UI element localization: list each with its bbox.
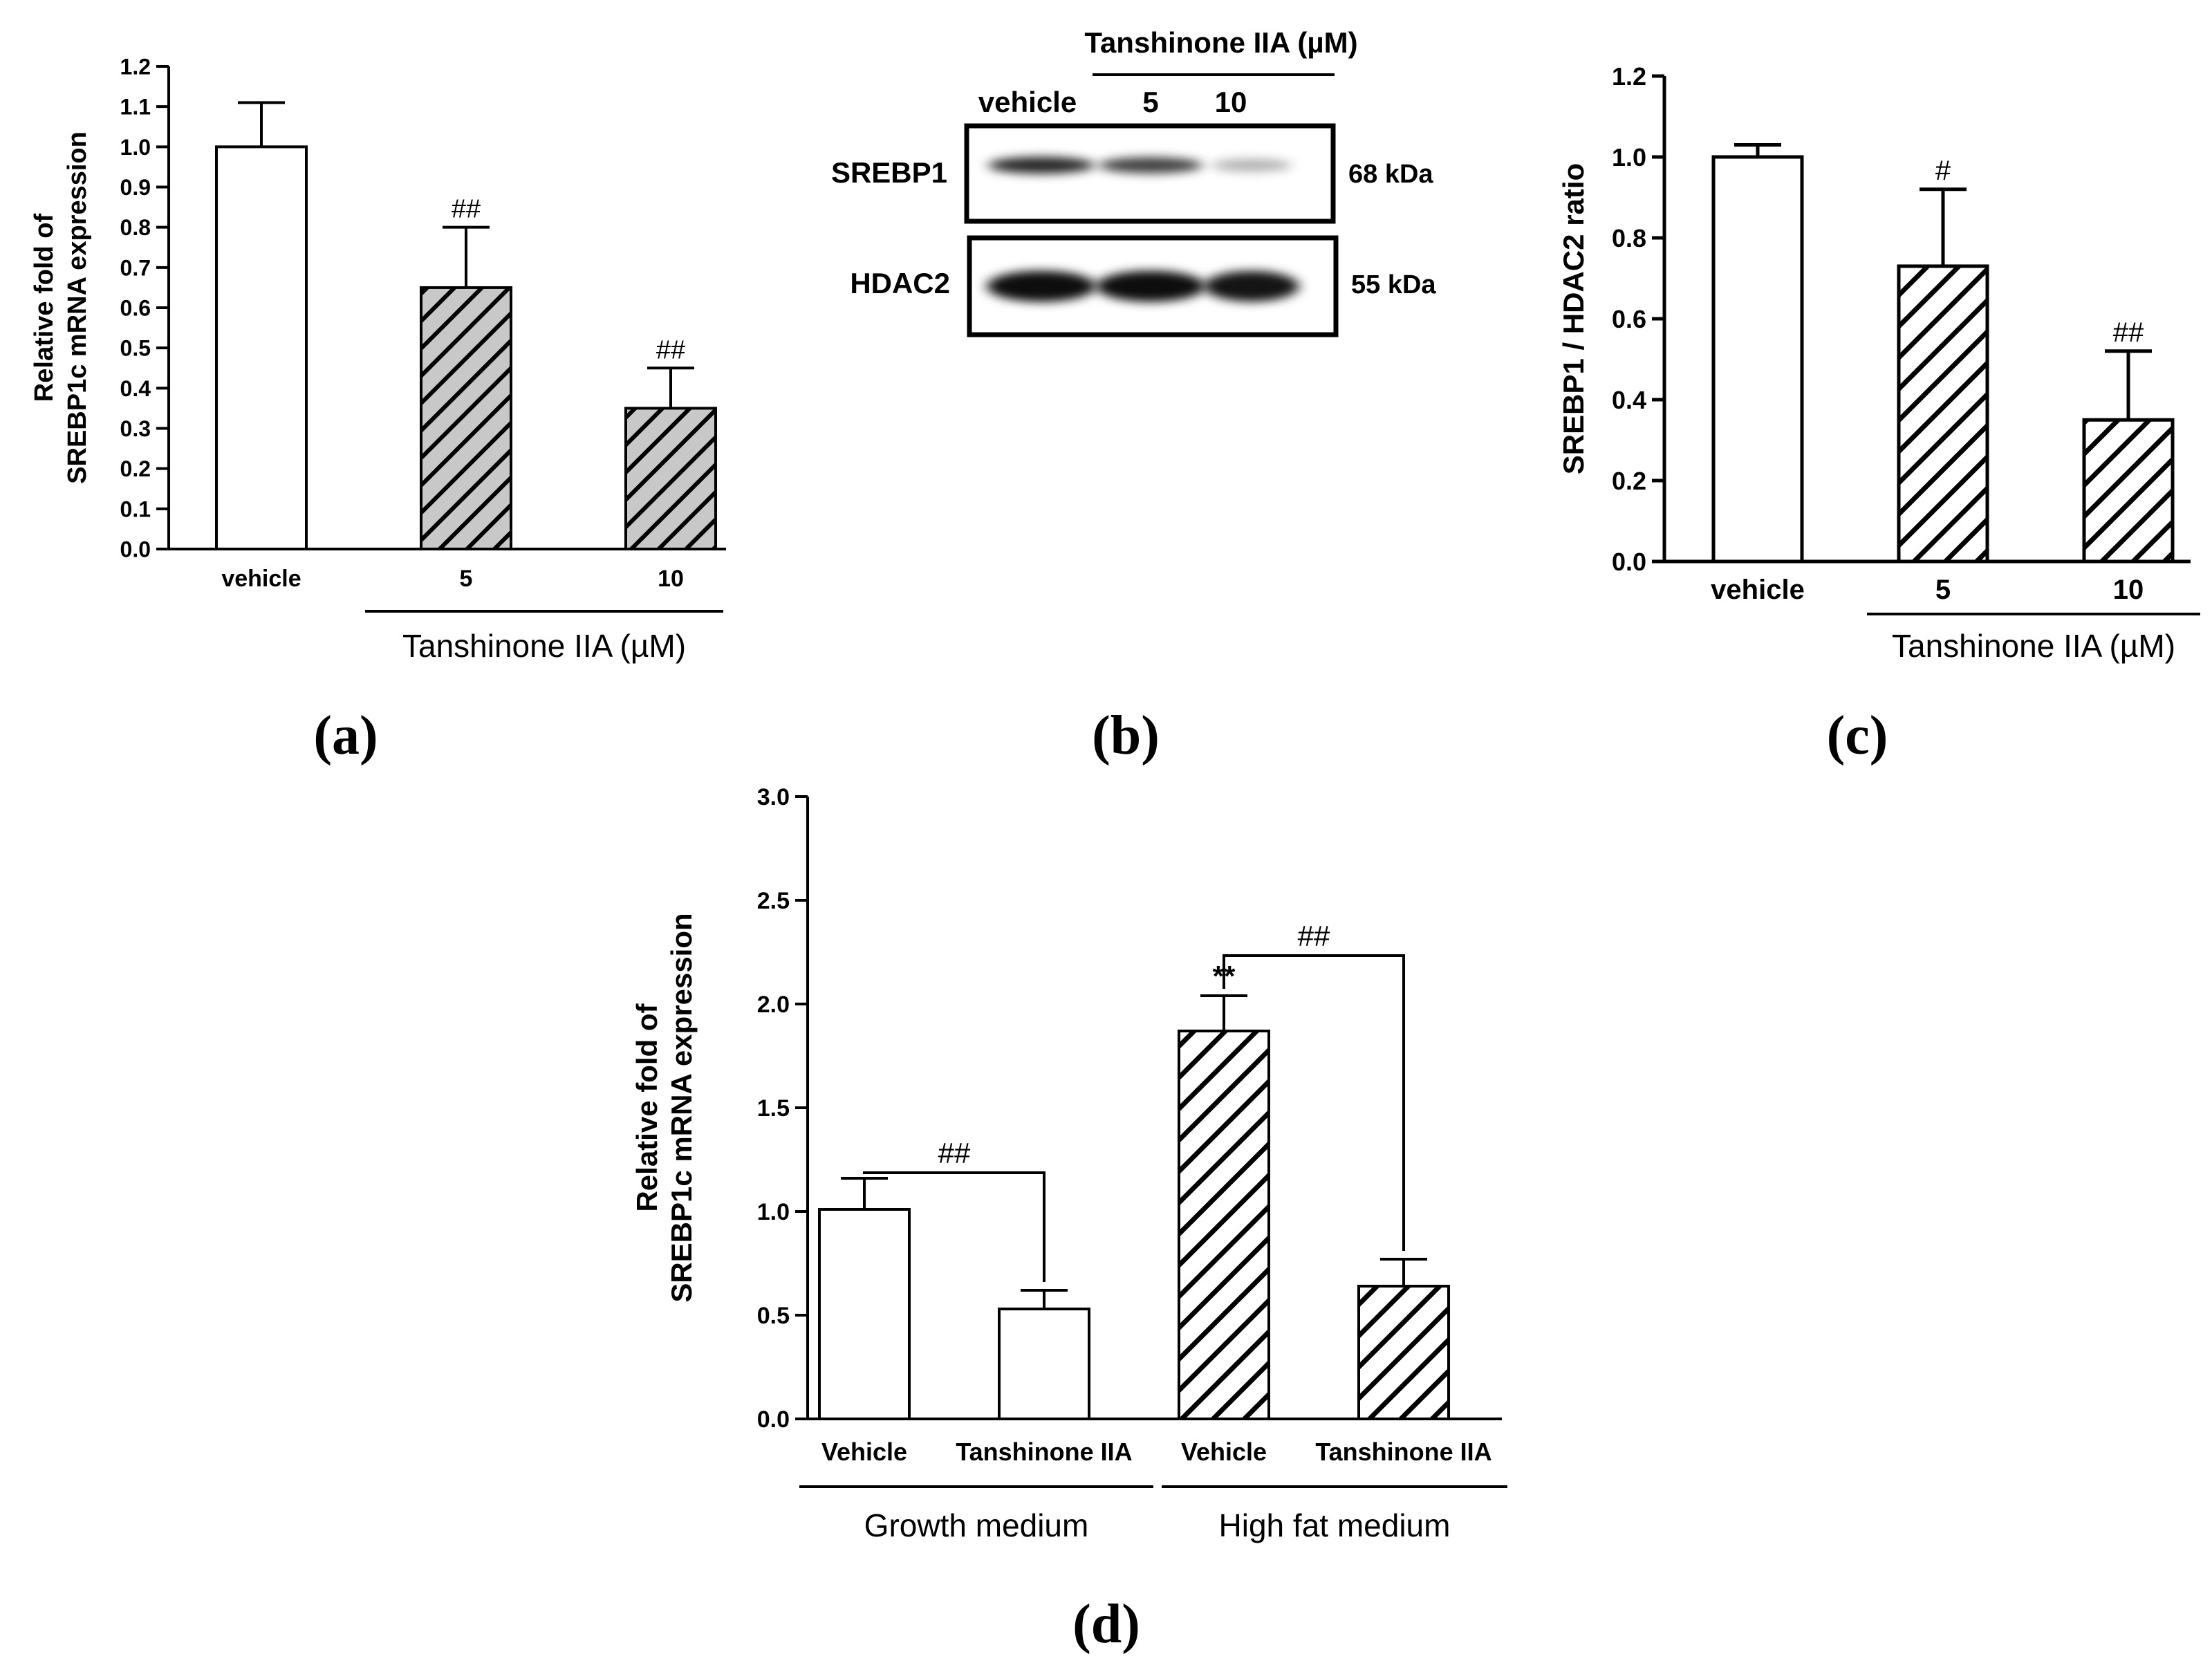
y-tick-label: 0.0	[120, 537, 151, 562]
panel-d-chart: 0.0 0.5 1.0 1.5 2.0 2.5 3.0 Relative fold of SRE…	[631, 784, 1507, 1543]
y-tick-label: 1.1	[120, 95, 151, 120]
significance-mark: #	[1935, 156, 1951, 186]
bar	[2082, 418, 2175, 564]
category-label: 5	[1935, 575, 1951, 605]
bar	[215, 145, 308, 551]
blot-row-label: HDAC2	[850, 267, 950, 299]
blot-box	[964, 123, 1336, 224]
category-label: Vehicle	[1181, 1438, 1267, 1466]
y-axis-label: SREBP1c mRNA expression	[63, 131, 92, 484]
comparison-label: ##	[938, 1137, 971, 1169]
significance-mark: ##	[2113, 317, 2144, 348]
y-tick-label: 1.5	[757, 1095, 790, 1122]
y-tick-label: 0.8	[1612, 224, 1646, 252]
panel-b-western-blot: Tanshinone IIA (µM)vehicle 5 10 SREBP1 68 kD…	[831, 26, 1436, 337]
blot-band	[1204, 270, 1299, 302]
y-tick-label: 0.4	[1612, 386, 1646, 414]
y-tick-label: 0.0	[1612, 548, 1646, 576]
blot-band	[1211, 158, 1292, 172]
category-label: vehicle	[221, 566, 301, 592]
lane-label: 5	[1142, 86, 1158, 118]
blot-header: Tanshinone IIA (µM)	[1084, 26, 1357, 59]
blot-band	[1099, 157, 1202, 174]
category-label: vehicle	[1711, 575, 1805, 605]
y-tick-label: 0.9	[120, 175, 151, 200]
lane-label: vehicle	[978, 86, 1077, 118]
panel-label-a: (a)	[313, 705, 378, 766]
y-axis-label: Relative fold of	[30, 213, 59, 402]
y-tick-label: 0.0	[757, 1406, 790, 1433]
category-label: 10	[2113, 575, 2144, 605]
group-label: Growth medium	[864, 1507, 1089, 1543]
panel-label-d: (d)	[1072, 1594, 1140, 1655]
bar	[818, 1208, 911, 1420]
lane-label: 10	[1215, 86, 1247, 118]
blot-size-label: 55 kDa	[1351, 270, 1436, 299]
y-tick-label: 0.4	[120, 376, 151, 401]
comparison-bracket	[1223, 954, 1405, 1251]
category-label: 10	[658, 566, 684, 592]
bar	[998, 1308, 1090, 1420]
y-tick-label: 1.0	[1612, 143, 1646, 171]
panel-label-c: (c)	[1827, 705, 1888, 766]
blot-band	[1096, 270, 1205, 302]
y-tick-label: 0.5	[120, 336, 151, 361]
y-tick-label: 2.5	[757, 888, 790, 914]
bar	[624, 407, 717, 551]
blot-band	[987, 270, 1096, 302]
panel-c-chart: 0.0 0.2 0.4 0.6 0.8 1.0 1.2 SREBP1 / HDAC2 rati…	[1557, 62, 2200, 664]
y-tick-label: 3.0	[757, 784, 790, 810]
y-tick-label: 0.3	[120, 416, 151, 441]
y-axis-label: SREBP1c mRNA expression	[665, 913, 698, 1302]
bar	[1897, 264, 1989, 564]
y-tick-label: 0.2	[1612, 467, 1646, 495]
significance-mark: ##	[452, 195, 481, 224]
y-axis-label: SREBP1 / HDAC2 ratio	[1557, 163, 1590, 474]
bar	[420, 286, 512, 550]
bar	[1357, 1285, 1450, 1420]
blot-band	[988, 156, 1095, 174]
y-tick-label: 1.0	[757, 1199, 790, 1225]
y-tick-label: 0.6	[120, 296, 151, 321]
group-label: Tanshinone IIA (µM)	[402, 628, 686, 664]
group-label: High fat medium	[1219, 1507, 1451, 1543]
y-tick-label: 0.8	[120, 215, 151, 240]
comparison-label: ##	[1298, 920, 1330, 952]
y-tick-label: 1.2	[120, 55, 151, 80]
y-tick-label: 2.0	[757, 992, 790, 1018]
y-tick-label: 0.7	[120, 255, 151, 280]
y-tick-label: 0.6	[1612, 305, 1646, 333]
y-tick-label: 1.2	[1612, 62, 1646, 91]
category-label: Tanshinone IIA	[956, 1438, 1132, 1466]
y-tick-label: 1.0	[120, 135, 151, 160]
panel-a-chart: 0.0 0.1 0.2 0.3 0.4 0.5 0.6 0.7 0.8 0.9 1.0 1.1 1.2 R…	[30, 55, 726, 664]
panel-label-b: (b)	[1092, 705, 1160, 766]
y-tick-label: 0.1	[120, 496, 151, 521]
y-tick-label: 0.2	[120, 456, 151, 481]
comparison-bracket	[863, 1171, 1045, 1282]
category-label: 5	[460, 566, 473, 592]
group-label: Tanshinone IIA (µM)	[1892, 628, 2175, 664]
y-tick-label: 0.5	[757, 1303, 790, 1329]
blot-size-label: 68 kDa	[1348, 160, 1433, 189]
bar	[1711, 155, 1804, 564]
bar	[1178, 1030, 1270, 1420]
y-axis-label: Relative fold of	[631, 1003, 663, 1211]
blot-row-label: SREBP1	[831, 156, 947, 189]
category-label: Vehicle	[821, 1438, 907, 1466]
category-label: Tanshinone IIA	[1315, 1438, 1491, 1466]
significance-mark: ##	[656, 335, 685, 364]
